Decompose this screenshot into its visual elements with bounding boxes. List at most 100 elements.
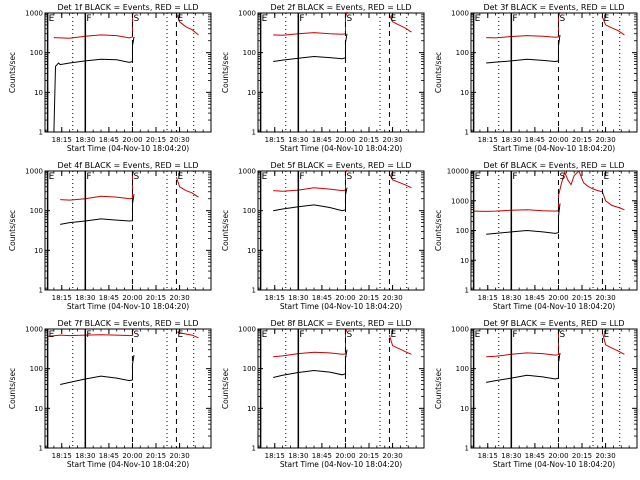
lld-series-line xyxy=(601,332,625,355)
y-axis-label: Counts/sec xyxy=(8,368,17,409)
marker-label: S xyxy=(346,330,352,340)
panel-title: Det 9f BLACK = Events, RED = LLD xyxy=(483,319,624,328)
marker-label: E xyxy=(475,14,481,24)
x-tick-label: 20:30 xyxy=(382,294,402,302)
lld-series-line xyxy=(53,11,135,39)
x-axis-label: Start Time (04-Nov-10 18:04:20) xyxy=(493,144,615,153)
lld-series-line xyxy=(473,170,625,212)
y-tick-label: 10 xyxy=(460,405,469,413)
x-tick-label: 18:30 xyxy=(501,136,521,144)
x-tick-label: 20:30 xyxy=(595,136,615,144)
panel-title: Det 1f BLACK = Events, RED = LLD xyxy=(57,3,198,12)
marker-label: E xyxy=(603,14,609,24)
y-tick-label: 1 xyxy=(465,129,469,137)
y-tick-label: 10000 xyxy=(447,168,469,176)
marker-label: E xyxy=(475,172,481,182)
x-tick-label: 18:30 xyxy=(75,294,95,302)
y-tick-label: 1000 xyxy=(451,326,469,334)
marker-label: F xyxy=(512,330,517,340)
y-tick-label: 10 xyxy=(460,89,469,97)
marker-label: E xyxy=(390,14,396,24)
x-axis-label: Start Time (04-Nov-10 18:04:20) xyxy=(280,302,402,311)
x-tick-label: 18:45 xyxy=(525,452,545,460)
x-tick-label: 18:15 xyxy=(265,452,285,460)
x-tick-label: 20:15 xyxy=(572,294,592,302)
x-tick-label: 18:45 xyxy=(525,136,545,144)
x-tick-label: 18:45 xyxy=(525,294,545,302)
marker-label: E xyxy=(177,172,183,182)
y-tick-label: 1000 xyxy=(238,10,256,18)
x-tick-label: 20:00 xyxy=(548,136,568,144)
x-tick-label: 18:30 xyxy=(501,452,521,460)
y-axis-label: Counts/sec xyxy=(434,52,443,93)
marker-label: S xyxy=(133,14,139,24)
y-tick-label: 1000 xyxy=(451,10,469,18)
panel-title: Det 7f BLACK = Events, RED = LLD xyxy=(57,319,198,328)
panel-title: Det 5f BLACK = Events, RED = LLD xyxy=(270,161,411,170)
x-tick-label: 20:00 xyxy=(335,452,355,460)
marker-label: E xyxy=(603,172,609,182)
y-tick-label: 1 xyxy=(39,445,43,453)
detector-panel: Det 4f BLACK = Events, RED = LLD Counts/s… xyxy=(8,161,212,311)
x-axis-label: Start Time (04-Nov-10 18:04:20) xyxy=(67,302,189,311)
x-tick-label: 18:30 xyxy=(288,452,308,460)
plot-frame xyxy=(44,170,212,291)
y-tick-label: 10 xyxy=(247,247,256,255)
events-series-line xyxy=(60,355,135,385)
marker-label: F xyxy=(86,172,91,182)
y-tick-label: 1000 xyxy=(25,168,43,176)
x-axis-label: Start Time (04-Nov-10 18:04:20) xyxy=(67,460,189,469)
marker-label: S xyxy=(133,172,139,182)
y-tick-label: 10 xyxy=(247,89,256,97)
y-tick-label: 100 xyxy=(456,49,469,57)
y-tick-label: 10 xyxy=(34,247,43,255)
x-tick-label: 20:30 xyxy=(382,136,402,144)
lld-series-line xyxy=(388,173,412,189)
x-tick-label: 20:15 xyxy=(146,136,166,144)
detector-panel: Det 5f BLACK = Events, RED = LLD Counts/s… xyxy=(221,161,425,311)
x-tick-label: 18:15 xyxy=(52,294,72,302)
marker-label: F xyxy=(512,172,517,182)
x-tick-label: 18:15 xyxy=(265,136,285,144)
x-tick-label: 20:15 xyxy=(572,136,592,144)
y-tick-label: 1000 xyxy=(238,326,256,334)
x-tick-label: 18:15 xyxy=(478,452,498,460)
x-tick-label: 18:30 xyxy=(288,294,308,302)
y-tick-label: 10 xyxy=(34,405,43,413)
plot-frame xyxy=(44,328,212,449)
y-tick-label: 1000 xyxy=(25,10,43,18)
x-tick-label: 18:45 xyxy=(312,136,332,144)
lld-series-line xyxy=(273,169,348,192)
panel-title: Det 4f BLACK = Events, RED = LLD xyxy=(57,161,198,170)
lld-series-line xyxy=(486,328,561,358)
marker-label: F xyxy=(299,330,304,340)
marker-label: E xyxy=(390,172,396,182)
marker-label: S xyxy=(133,330,139,340)
y-axis-label: Counts/sec xyxy=(434,210,443,251)
panel-title: Det 2f BLACK = Events, RED = LLD xyxy=(270,3,411,12)
x-tick-label: 18:15 xyxy=(52,136,72,144)
marker-label: E xyxy=(49,172,55,182)
x-axis-label: Start Time (04-Nov-10 18:04:20) xyxy=(493,460,615,469)
detector-panel: Det 3f BLACK = Events, RED = LLD Counts/s… xyxy=(434,3,638,153)
x-tick-label: 20:15 xyxy=(146,452,166,460)
y-tick-label: 1000 xyxy=(451,197,469,205)
marker-label: E xyxy=(49,330,55,340)
x-tick-label: 20:30 xyxy=(382,452,402,460)
panel-title: Det 6f BLACK = Events, RED = LLD xyxy=(483,161,624,170)
x-axis-label: Start Time (04-Nov-10 18:04:20) xyxy=(280,144,402,153)
y-tick-label: 1 xyxy=(465,287,469,295)
x-tick-label: 18:45 xyxy=(312,294,332,302)
marker-label: F xyxy=(299,172,304,182)
marker-label: F xyxy=(86,14,91,24)
plot-frame xyxy=(257,170,425,291)
events-series-line xyxy=(486,352,561,383)
x-tick-label: 20:00 xyxy=(335,136,355,144)
marker-label: E xyxy=(262,14,268,24)
y-axis-label: Counts/sec xyxy=(434,368,443,409)
detector-panel: Det 8f BLACK = Events, RED = LLD Counts/s… xyxy=(221,319,425,469)
events-series-line xyxy=(273,33,348,62)
lld-series-line xyxy=(60,170,135,201)
x-tick-label: 20:00 xyxy=(335,294,355,302)
lld-series-line xyxy=(273,11,348,36)
